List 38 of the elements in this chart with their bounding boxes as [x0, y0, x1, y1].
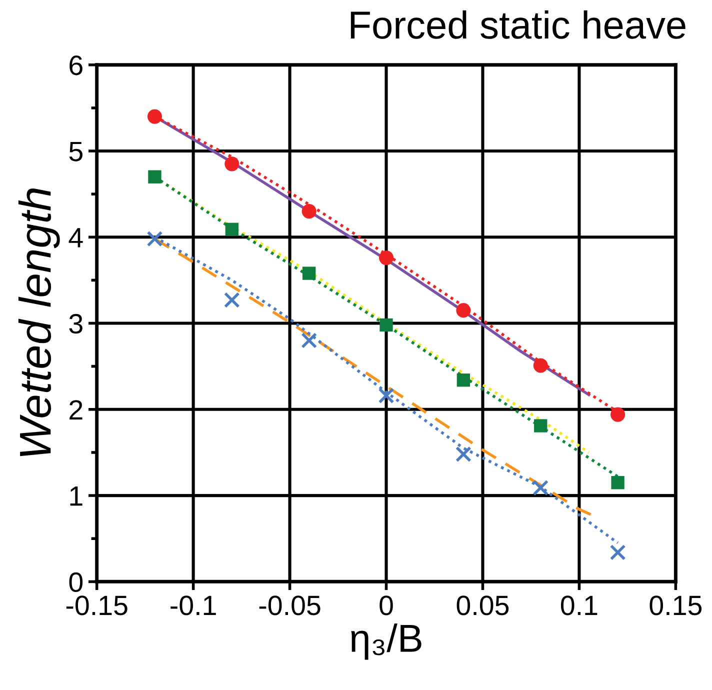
y-tick-label: 5: [69, 142, 82, 162]
point: [610, 544, 626, 560]
y-tick-label: 6: [70, 56, 82, 76]
point: [225, 222, 238, 236]
point: [456, 374, 470, 387]
y-axis-title: Wetted length: [18, 188, 60, 456]
point: [146, 230, 163, 247]
x-tick-label: 0.05: [456, 596, 509, 616]
point: [301, 332, 318, 348]
point: [224, 292, 240, 308]
point: [147, 109, 162, 124]
point: [611, 476, 624, 490]
point: [302, 204, 316, 219]
point: [378, 250, 394, 266]
point: [456, 303, 471, 318]
point: [455, 446, 472, 462]
y-tick-label: 0: [69, 572, 83, 592]
point: [224, 156, 240, 172]
point: [378, 388, 394, 404]
x-tick-label: -0.05: [259, 596, 320, 616]
point: [532, 480, 549, 496]
x-tick-label: 0.15: [650, 596, 702, 616]
x-axis-title: η₃/B: [351, 624, 422, 660]
y-tick-label: 4: [68, 228, 83, 248]
x-tick-label: 0.1: [560, 596, 598, 616]
chart-title: Forced static heave: [350, 10, 686, 39]
point: [534, 419, 548, 432]
x-tick-label: -0.15: [66, 596, 128, 616]
y-tick-label: 1: [70, 486, 82, 506]
point: [148, 170, 162, 184]
y-tick-label: 2: [70, 400, 82, 420]
point: [380, 318, 393, 332]
x-tick-label: -0.1: [170, 596, 216, 616]
y-tick-label: 3: [69, 314, 82, 334]
x-tick-label: 0: [380, 596, 393, 616]
point: [610, 407, 626, 422]
point: [302, 266, 316, 280]
point: [533, 358, 548, 373]
